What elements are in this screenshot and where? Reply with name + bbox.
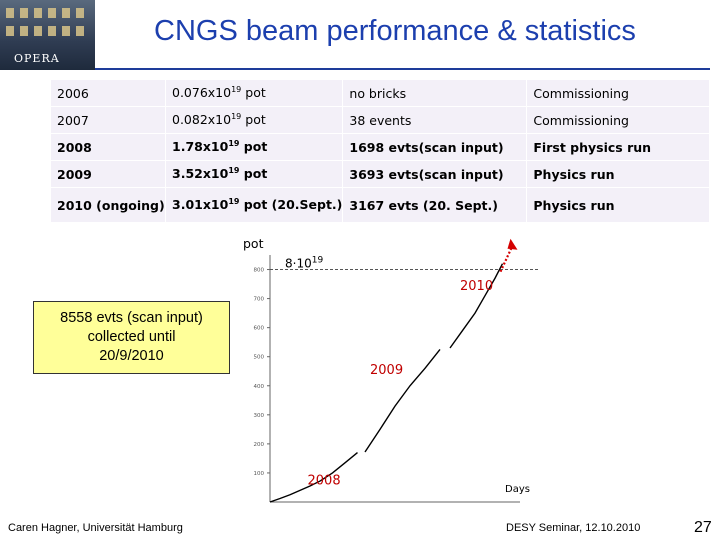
y-tick-label: 300 — [254, 413, 265, 419]
footer-author: Caren Hagner, Universität Hamburg — [8, 522, 183, 534]
pot-base: 0.082x10 — [172, 112, 232, 128]
y-tick-label: 600 — [254, 326, 265, 332]
series-label-2008: 2008 — [308, 474, 341, 489]
y-tick-label: 100 — [254, 471, 265, 477]
pot-cell: 0.082x1019 pot — [164, 106, 344, 134]
series-line-2009 — [364, 349, 441, 453]
year-cell: 2007 — [50, 106, 166, 134]
y-tick-label: 700 — [254, 297, 265, 303]
pot-base: 3.52x10 — [172, 166, 229, 182]
pot-base: 0.076x10 — [172, 85, 232, 101]
pot-exponent: 19 — [228, 139, 240, 149]
status-cell: First physics run — [526, 133, 710, 161]
opera-logo: OPERA — [0, 0, 95, 70]
pot-unit: pot — [239, 166, 268, 182]
events-cell: 38 events — [342, 106, 528, 134]
pot-exponent: 19 — [228, 197, 240, 207]
pot-base: 3.01x10 — [172, 197, 229, 213]
year-cell: 2006 — [50, 79, 166, 107]
status-cell: Commissioning — [526, 79, 710, 107]
events-cell: no bricks — [342, 79, 528, 107]
events-cell: 1698 evts(scan input) — [342, 133, 528, 161]
y-tick-label: 800 — [254, 268, 265, 274]
trend-arrow — [499, 245, 514, 273]
x-axis-label: Days — [505, 484, 530, 495]
statistics-table: 2006 0.076x1019 pot no bricks Commissioning… — [50, 79, 710, 223]
table-row: 2006 0.076x1019 pot no bricks Commissioning — [50, 79, 710, 107]
series-line-2008 — [269, 452, 358, 503]
pot-accumulation-chart: 100 200 300 400 500 600 700 800 8·1019 2008 2009 20… — [254, 238, 540, 503]
pot-unit: pot — [241, 112, 266, 128]
year-cell: 2009 — [50, 160, 166, 188]
y-tick-label: 500 — [254, 355, 265, 361]
callout-line-3: 20/9/2010 — [99, 348, 164, 364]
pot-cell: 0.076x1019 pot — [164, 79, 344, 107]
table-row: 2007 0.082x1019 pot 38 events Commissioning — [50, 106, 710, 134]
pot-base: 1.78x10 — [172, 139, 229, 155]
series-label-2009: 2009 — [370, 363, 403, 378]
pot-unit: pot — [239, 139, 268, 155]
pot-unit: pot (20.Sept.) — [239, 197, 343, 213]
table-row: 2008 1.78x1019 pot 1698 evts(scan input) Fi… — [50, 133, 710, 161]
series-label-2010: 2010 — [460, 279, 493, 294]
pot-exponent: 19 — [231, 112, 242, 122]
year-cell: 2010 (ongoing) — [50, 187, 166, 223]
trend-arrowhead — [507, 238, 518, 250]
y-tick-label: 400 — [254, 384, 265, 390]
slide-title: CNGS beam performance & statistics — [154, 15, 636, 47]
events-callout: 8558 evts (scan input) collected until 2… — [33, 301, 230, 374]
status-cell: Commissioning — [526, 106, 710, 134]
pot-cell: 3.52x1019 pot — [164, 160, 344, 188]
status-cell: Physics run — [526, 160, 710, 188]
title-rule — [95, 68, 710, 70]
y-tick-label: 200 — [254, 442, 265, 448]
callout-line-1: 8558 evts (scan input) — [60, 310, 203, 326]
pot-exponent: 19 — [231, 85, 242, 95]
y-axis-label: pot — [243, 236, 264, 251]
year-cell: 2008 — [50, 133, 166, 161]
events-cell: 3167 evts (20. Sept.) — [342, 187, 528, 223]
pot-cell: 1.78x1019 pot — [164, 133, 344, 161]
pot-exponent: 19 — [228, 166, 240, 176]
table-row: 2009 3.52x1019 pot 3693 evts(scan input) Ph… — [50, 160, 710, 188]
reference-value-label: 8·1019 — [285, 256, 323, 271]
logo-text: OPERA — [14, 52, 60, 65]
events-cell: 3693 evts(scan input) — [342, 160, 528, 188]
status-cell: Physics run — [526, 187, 710, 223]
series-line-2010 — [449, 263, 504, 349]
pot-unit: pot — [241, 85, 266, 101]
table-row: 2010 (ongoing) 3.01x1019 pot (20.Sept.) 31… — [50, 187, 710, 223]
footer-event: DESY Seminar, 12.10.2010 — [506, 522, 641, 534]
reference-value-exponent: 19 — [312, 256, 324, 266]
pot-cell: 3.01x1019 pot (20.Sept.) — [164, 187, 344, 223]
callout-line-2: collected until — [87, 329, 176, 345]
page-number: 27 — [694, 519, 712, 536]
